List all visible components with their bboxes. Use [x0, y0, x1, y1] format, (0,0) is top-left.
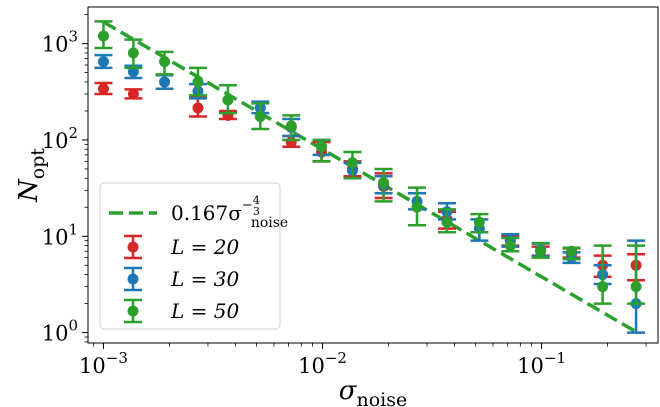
- tick-exponent: 3: [68, 28, 78, 46]
- x-tick-label: 10−2: [298, 349, 347, 378]
- data-point: [127, 88, 139, 100]
- legend-fit-coef: 0.167σ: [171, 201, 242, 225]
- data-point: [192, 102, 204, 114]
- data-point: [97, 56, 109, 68]
- tick-exponent: −2: [325, 349, 347, 367]
- series-3: [94, 20, 646, 305]
- legend-fit-label: 0.167σ−4 3 noise: [171, 194, 288, 231]
- fit-line: [102, 20, 637, 334]
- tick-base: 10: [42, 225, 69, 249]
- legend-fit-sub: noise: [251, 215, 288, 231]
- tick-base: 10: [79, 354, 106, 378]
- tick-base: 10: [298, 354, 325, 378]
- tick-exponent: 0: [68, 317, 78, 335]
- data-point: [473, 216, 485, 228]
- y-tick-label: 102: [42, 124, 78, 153]
- x-tick-label: 10−3: [79, 349, 128, 378]
- data-point: [411, 201, 423, 213]
- tick-base: 10: [517, 354, 544, 378]
- y-axis-label: Nopt: [14, 148, 49, 203]
- tick-exponent: −3: [106, 349, 128, 367]
- data-point: [127, 47, 139, 59]
- x-axis-label-sub: noise: [357, 389, 408, 407]
- data-point: [346, 157, 358, 169]
- legend-fit-exp-den: 3: [253, 205, 260, 218]
- tick-base: 10: [42, 129, 69, 153]
- y-tick-label: 103: [42, 28, 78, 57]
- data-point: [630, 281, 642, 293]
- data-point: [535, 245, 547, 257]
- x-axis-label: σnoise: [339, 376, 408, 407]
- legend-marker: [127, 241, 139, 253]
- tick-exponent: −1: [544, 349, 566, 367]
- legend-box: [99, 182, 281, 330]
- x-tick-label: 10−1: [517, 349, 566, 378]
- data-point: [159, 76, 171, 88]
- tick-exponent: 2: [68, 124, 78, 142]
- tick-base: 10: [42, 33, 69, 57]
- data-point: [504, 240, 516, 252]
- legend-series-label: L = 20: [170, 235, 239, 259]
- data-point: [97, 83, 109, 95]
- legend-marker: [127, 273, 139, 285]
- legend-marker: [127, 305, 139, 317]
- data-point: [378, 177, 390, 189]
- data-point: [441, 216, 453, 228]
- y-axis-label-base: N: [14, 178, 44, 203]
- legend-series-label: L = 30: [170, 267, 239, 291]
- data-point: [222, 94, 234, 106]
- tick-exponent: 1: [68, 220, 78, 238]
- legend-fit-exp-sign: −: [242, 198, 253, 213]
- x-axis-label-base: σ: [339, 376, 358, 406]
- data-point: [597, 281, 609, 293]
- legend: 0.167σ−4 3 noise L = 20 L = 30 L = 50: [99, 182, 288, 330]
- data-point: [254, 111, 266, 123]
- data-point: [285, 120, 297, 132]
- data-point: [316, 141, 328, 153]
- legend-fit-exp-num: 4: [253, 194, 260, 207]
- y-tick-label: 101: [42, 220, 78, 249]
- data-point: [566, 245, 578, 257]
- data-point: [192, 76, 204, 88]
- tick-base: 10: [42, 322, 69, 346]
- plot-area: [94, 20, 646, 334]
- y-axis-label-sub: opt: [27, 148, 49, 180]
- data-point: [97, 30, 109, 42]
- y-tick-label: 100: [42, 317, 78, 346]
- axes-frame: [87, 6, 659, 344]
- legend-series-label: L = 50: [170, 299, 239, 323]
- data-point: [159, 56, 171, 68]
